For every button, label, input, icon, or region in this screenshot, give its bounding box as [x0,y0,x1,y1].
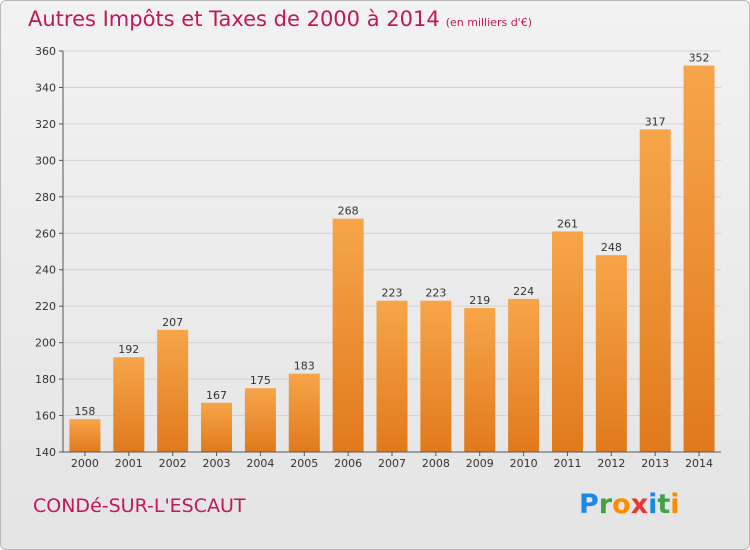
data-label: 248 [601,241,622,254]
data-label: 175 [250,374,271,387]
data-label: 207 [162,316,183,329]
bar-2002 [157,329,189,452]
bar-2008 [420,300,452,452]
x-tick-label: 2011 [553,457,581,470]
logo-letter: t [657,489,671,520]
y-tick-label: 180 [35,373,56,386]
logo-letter: o [612,489,631,520]
logo-letter: P [579,489,599,520]
city-name: CONDé-SUR-L'ESCAUT [33,495,246,517]
data-label: 224 [513,285,534,298]
y-tick-label: 140 [35,446,56,459]
bar-2013 [639,129,671,453]
x-tick-label: 2005 [290,457,318,470]
data-label: 352 [689,52,710,65]
data-label: 261 [557,217,578,230]
data-label: 219 [469,294,490,307]
y-tick-label: 360 [35,45,56,58]
bar-2007 [376,300,408,452]
bar-2009 [464,308,496,452]
y-tick-label: 160 [35,410,56,423]
bar-2014 [683,65,715,452]
data-label: 223 [425,287,446,300]
y-tick-label: 220 [35,300,56,313]
y-tick-label: 260 [35,227,56,240]
x-tick-label: 2007 [378,457,406,470]
logo-letter: r [598,489,613,520]
x-tick-label: 2012 [597,457,625,470]
bar-2006 [332,218,364,452]
data-label: 183 [294,360,315,373]
y-tick-label: 280 [35,191,56,204]
logo-letter: i [648,489,658,520]
y-tick-label: 240 [35,264,56,277]
data-label: 167 [206,389,227,402]
y-tick-label: 340 [35,81,56,94]
bar-2000 [69,419,101,452]
bar-2012 [595,255,627,452]
bar-2010 [508,298,540,452]
bar-2003 [201,402,233,452]
bar-2005 [288,373,320,452]
data-label: 317 [645,115,666,128]
chart-subtitle: (en milliers d'€) [445,16,532,29]
data-label: 223 [382,287,403,300]
x-tick-label: 2001 [115,457,143,470]
x-tick-label: 2002 [159,457,187,470]
bar-2001 [113,357,145,452]
logo-letter: x [630,489,649,520]
chart-title: Autres Impôts et Taxes de 2000 à 2014 (en… [28,7,532,31]
x-tick-label: 2006 [334,457,362,470]
x-tick-label: 2014 [685,457,713,470]
chart-title-text: Autres Impôts et Taxes de 2000 à 2014 [28,7,440,31]
data-label: 158 [74,405,95,418]
x-tick-label: 2009 [466,457,494,470]
proxiti-logo: Proxiti [579,489,680,520]
bar-2011 [551,231,583,452]
data-label: 268 [338,205,359,218]
x-tick-label: 2013 [641,457,669,470]
logo-letter: i [670,489,680,520]
x-tick-label: 2004 [246,457,274,470]
x-tick-label: 2008 [422,457,450,470]
x-tick-label: 2000 [71,457,99,470]
x-tick-label: 2010 [510,457,538,470]
y-tick-label: 200 [35,337,56,350]
x-tick-label: 2003 [203,457,231,470]
data-label: 192 [118,343,139,356]
bar-2004 [244,388,276,452]
y-tick-label: 300 [35,154,56,167]
y-tick-label: 320 [35,118,56,131]
